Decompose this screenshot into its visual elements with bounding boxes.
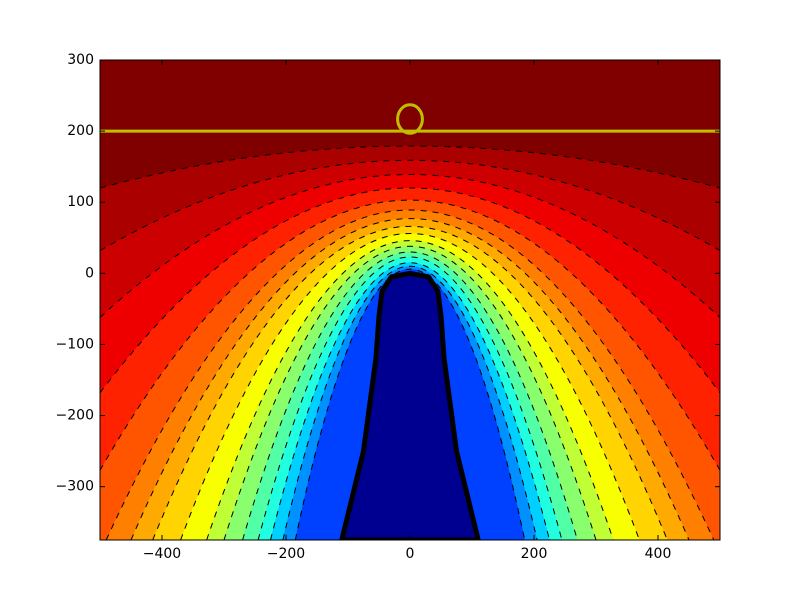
contour-line <box>100 187 720 394</box>
marker <box>396 103 424 135</box>
contour-line <box>257 256 563 540</box>
y-tick-label: 0 <box>85 265 94 281</box>
y-tick-label: −300 <box>56 479 94 495</box>
x-tick-label: −200 <box>267 546 305 562</box>
x-tick-label: 0 <box>406 546 415 562</box>
contour-line <box>105 209 715 540</box>
y-tick-label: 100 <box>67 194 94 210</box>
contour-line <box>223 246 597 540</box>
y-tick-label: 200 <box>67 123 94 139</box>
y-tick-label: −200 <box>56 408 94 424</box>
contour-line <box>206 240 614 540</box>
contour-line <box>294 268 526 540</box>
contour-line <box>152 226 668 540</box>
x-tick-label: 200 <box>521 546 548 562</box>
plot-area <box>100 60 720 540</box>
contour-line <box>100 173 720 318</box>
contour-line <box>180 233 640 540</box>
contour-line <box>242 251 578 540</box>
contour-line <box>282 266 538 540</box>
contour-line <box>100 159 720 252</box>
x-tick-label: 400 <box>645 546 672 562</box>
contour-line <box>100 145 720 189</box>
tip <box>339 270 481 540</box>
x-tick-label: −400 <box>143 546 181 562</box>
contour-line <box>130 218 690 540</box>
y-tick-label: 300 <box>67 52 94 68</box>
y-tick-label: −100 <box>56 336 94 352</box>
